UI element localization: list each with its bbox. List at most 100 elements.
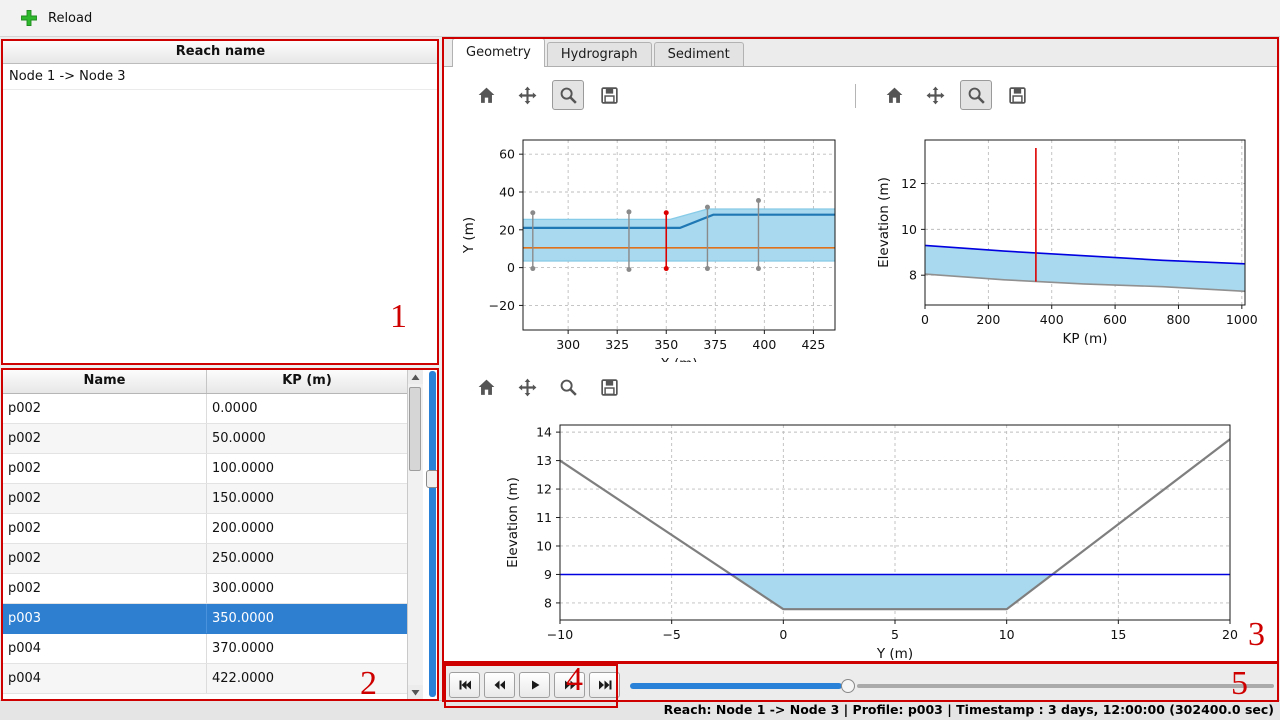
home-button[interactable] xyxy=(470,80,502,110)
triangle-down-icon xyxy=(411,689,420,695)
cross-section-chart[interactable]: −10 −5 0 5 10 15 20 8 9 10 11 12 13 14 Y (m) Elevation … xyxy=(447,408,1275,664)
column-header-name[interactable]: Name xyxy=(3,370,207,393)
vertical-slider-track[interactable] xyxy=(429,371,436,697)
svg-text:10: 10 xyxy=(536,538,552,553)
scrollbar-thumb[interactable] xyxy=(409,387,421,471)
kp-cell: 350.0000 xyxy=(212,611,275,626)
plus-icon xyxy=(21,10,37,26)
svg-text:800: 800 xyxy=(1167,312,1191,327)
table-scrollbar[interactable] xyxy=(407,370,423,699)
zoom-icon xyxy=(560,87,577,104)
profile-panel: Name KP (m) p002 0.0000 p002 50.0000 p002 100… xyxy=(2,369,439,700)
scroll-up-button[interactable] xyxy=(408,370,423,384)
table-row[interactable]: p002 150.0000 xyxy=(3,484,407,514)
play-button[interactable] xyxy=(519,672,550,698)
zoom-button[interactable] xyxy=(552,80,584,110)
table-row[interactable]: p004 370.0000 xyxy=(3,634,407,664)
svg-text:14: 14 xyxy=(536,425,552,440)
table-row[interactable]: p002 250.0000 xyxy=(3,544,407,574)
scroll-down-button[interactable] xyxy=(408,685,423,699)
long-profile-chart[interactable]: 0 200 400 600 800 1000 8 10 12 KP (m) Elevation (m… xyxy=(865,118,1275,367)
table-row[interactable]: p002 0.0000 xyxy=(3,394,407,424)
kp-cell: 0.0000 xyxy=(212,401,258,416)
name-cell: p002 xyxy=(3,394,207,423)
tab-geometry[interactable]: Geometry xyxy=(452,38,545,67)
zoom-button[interactable] xyxy=(552,372,584,402)
svg-text:40: 40 xyxy=(499,184,515,199)
table-row[interactable]: p003 350.0000 xyxy=(3,604,407,634)
skip-end-button[interactable] xyxy=(589,672,620,698)
skip-start-button[interactable] xyxy=(449,672,480,698)
kp-cell: 150.0000 xyxy=(212,491,275,506)
svg-text:375: 375 xyxy=(703,337,727,352)
zoom-icon xyxy=(968,87,985,104)
name-cell: p003 xyxy=(3,604,207,633)
table-row[interactable]: p002 200.0000 xyxy=(3,514,407,544)
reload-button[interactable]: Reload xyxy=(12,4,100,32)
table-header: Name KP (m) xyxy=(3,370,407,394)
reach-list: Node 1 -> Node 3 xyxy=(3,64,438,90)
home-button[interactable] xyxy=(878,80,910,110)
kp-cell: 100.0000 xyxy=(212,461,275,476)
svg-text:KP (m): KP (m) xyxy=(1063,331,1108,347)
table-row[interactable]: p004 422.0000 xyxy=(3,664,407,694)
cross-section-toolbar xyxy=(470,372,625,402)
save-button[interactable] xyxy=(593,80,625,110)
pan-icon xyxy=(518,86,536,104)
slider-handle[interactable] xyxy=(841,679,855,693)
save-button[interactable] xyxy=(593,372,625,402)
kp-cell: 300.0000 xyxy=(212,581,275,596)
seek-forward-button[interactable] xyxy=(554,672,585,698)
tab-hydrograph[interactable]: Hydrograph xyxy=(546,42,652,67)
table-row[interactable]: p002 100.0000 xyxy=(3,454,407,484)
column-header-kp[interactable]: KP (m) xyxy=(282,373,332,388)
svg-text:Y (m): Y (m) xyxy=(876,646,913,660)
home-icon xyxy=(478,379,494,395)
svg-text:12: 12 xyxy=(536,482,552,497)
svg-text:20: 20 xyxy=(1222,627,1238,642)
seek-forward-icon xyxy=(564,680,575,690)
svg-text:1000: 1000 xyxy=(1226,312,1258,327)
cross-section-area: −10 −5 0 5 10 15 20 8 9 10 11 12 13 14 Y (m) Elevation … xyxy=(444,362,1277,662)
time-slider[interactable] xyxy=(630,679,1274,694)
svg-text:0: 0 xyxy=(779,627,787,642)
name-cell: p002 xyxy=(3,454,207,483)
svg-text:200: 200 xyxy=(976,312,1000,327)
save-button[interactable] xyxy=(1001,80,1033,110)
kp-cell: 250.0000 xyxy=(212,551,275,566)
reload-label: Reload xyxy=(48,10,93,26)
name-cell: p002 xyxy=(3,424,207,453)
home-button[interactable] xyxy=(470,372,502,402)
svg-text:325: 325 xyxy=(605,337,629,352)
name-cell: p002 xyxy=(3,544,207,573)
svg-text:11: 11 xyxy=(536,510,552,525)
table-row[interactable]: p002 50.0000 xyxy=(3,424,407,454)
kp-cell: 50.0000 xyxy=(212,431,266,446)
seek-back-button[interactable] xyxy=(484,672,515,698)
name-cell: p004 xyxy=(3,634,207,663)
svg-text:425: 425 xyxy=(801,337,825,352)
kp-cell: 200.0000 xyxy=(212,521,275,536)
pan-button[interactable] xyxy=(511,80,543,110)
svg-text:Elevation (m): Elevation (m) xyxy=(876,177,892,268)
pan-button[interactable] xyxy=(511,372,543,402)
zoom-button[interactable] xyxy=(960,80,992,110)
skip-end-icon xyxy=(598,680,611,690)
slider-fill xyxy=(630,683,842,689)
svg-text:60: 60 xyxy=(499,147,515,162)
table-row[interactable]: p002 300.0000 xyxy=(3,574,407,604)
vertical-slider-handle[interactable] xyxy=(426,470,438,488)
name-cell: p002 xyxy=(3,484,207,513)
svg-text:8: 8 xyxy=(544,595,552,610)
pan-button[interactable] xyxy=(919,80,951,110)
pan-icon xyxy=(926,86,944,104)
status-bar: Reach: Node 1 -> Node 3 | Profile: p003 … xyxy=(0,700,1280,720)
tab-sediment[interactable]: Sediment xyxy=(653,42,744,67)
name-cell: p002 xyxy=(3,514,207,543)
reach-list-item[interactable]: Node 1 -> Node 3 xyxy=(3,64,438,90)
svg-text:5: 5 xyxy=(891,627,899,642)
vertical-slider[interactable] xyxy=(426,370,438,699)
svg-text:10: 10 xyxy=(999,627,1015,642)
slider-track[interactable] xyxy=(857,684,1274,688)
